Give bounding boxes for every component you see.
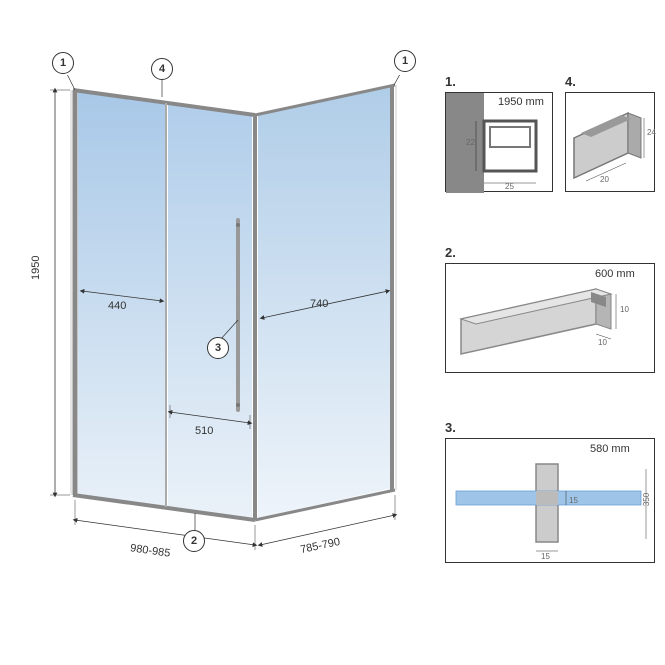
detail-1-num: 1.: [445, 74, 456, 89]
callout-3-label: 3: [215, 342, 221, 354]
callout-1-label: 1: [60, 57, 66, 69]
detail-1-h: 22: [466, 138, 475, 147]
detail-4-svg: [566, 93, 656, 193]
detail-2-h: 10: [620, 305, 629, 314]
callout-1-label-r: 1: [402, 55, 408, 67]
callout-1-left: 1: [52, 52, 74, 74]
callout-2-label: 2: [191, 535, 197, 547]
detail-2-w: 10: [598, 338, 607, 347]
detail-1-w: 25: [505, 182, 514, 191]
detail-3-length: 580 mm: [590, 443, 630, 455]
detail-3-h2: 350: [642, 493, 651, 506]
detail-4-num: 4.: [565, 74, 576, 89]
detail-1-length: 1950 mm: [498, 96, 544, 108]
detail-2-svg: [446, 264, 656, 374]
callout-3: 3: [207, 337, 229, 359]
detail-2-length: 600 mm: [595, 268, 635, 280]
detail-2-num: 2.: [445, 245, 456, 260]
detail-3-w: 15: [541, 552, 550, 561]
detail-4-w: 20: [600, 175, 609, 184]
dim-fixed-panel: 440: [108, 300, 126, 312]
callout-4-label: 4: [159, 63, 165, 75]
dim-height: 1950: [30, 256, 42, 280]
dim-side-panel: 740: [310, 298, 328, 310]
detail-4-box: [565, 92, 655, 192]
callout-4: 4: [151, 58, 173, 80]
detail-1-svg: [446, 93, 554, 193]
shower-enclosure-diagram: [20, 75, 420, 565]
detail-3-h: 15: [569, 496, 578, 505]
dim-door: 510: [195, 425, 213, 437]
enclosure-svg: [20, 75, 420, 575]
callout-1-right: 1: [394, 50, 416, 72]
callout-2: 2: [183, 530, 205, 552]
detail-3-num: 3.: [445, 420, 456, 435]
detail-3-svg: [446, 439, 656, 564]
detail-3-box: [445, 438, 655, 563]
detail-4-h: 24: [647, 128, 656, 137]
